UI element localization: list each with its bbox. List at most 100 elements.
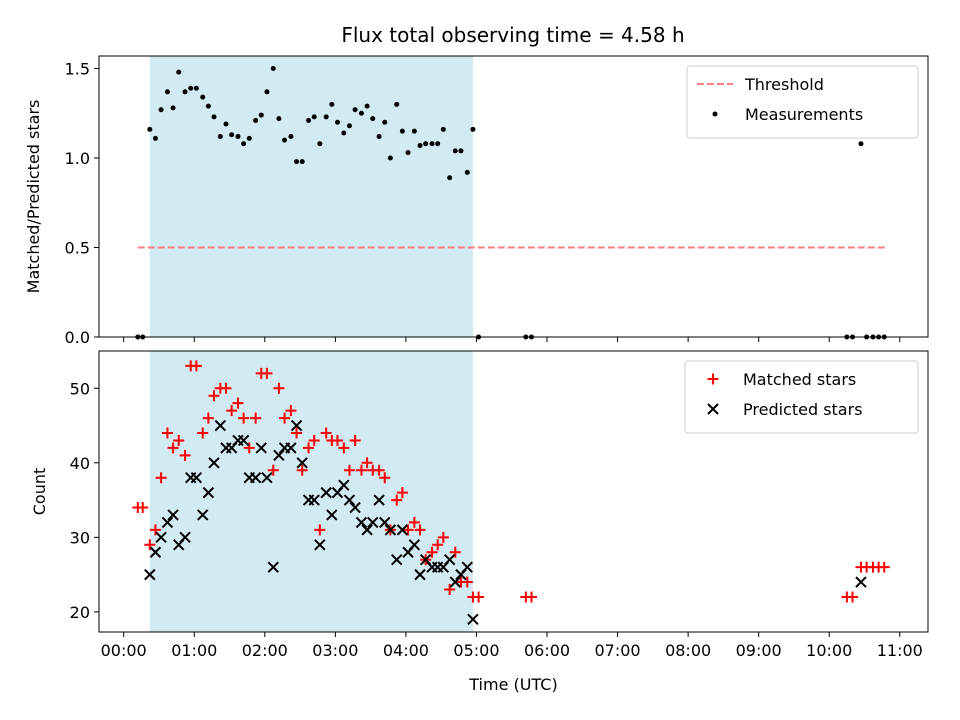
y-axis-label: Matched/Predicted stars — [24, 100, 43, 294]
data-point — [303, 442, 315, 454]
y-tick-label: 1.0 — [65, 149, 90, 168]
legend-label: Threshold — [744, 75, 824, 94]
data-point — [399, 128, 405, 134]
data-point — [411, 128, 417, 134]
data-point — [308, 434, 320, 446]
data-point — [176, 69, 182, 75]
data-point — [443, 553, 456, 566]
data-point — [320, 486, 332, 499]
data-point — [173, 434, 185, 446]
legend: Matched stars Predicted stars — [684, 360, 919, 434]
data-point — [346, 123, 352, 129]
data-point — [470, 126, 476, 132]
y-axis-label: Count — [30, 468, 49, 516]
data-point — [208, 457, 220, 469]
data-point — [444, 584, 456, 596]
y-tick-label: 0.0 — [65, 328, 90, 347]
legend: Threshold Measurements — [686, 65, 919, 139]
data-point — [255, 442, 267, 454]
data-point — [405, 150, 411, 156]
data-point — [341, 130, 347, 136]
data-point — [394, 101, 400, 107]
data-point — [188, 85, 194, 91]
data-point — [370, 116, 376, 122]
data-point — [349, 501, 361, 514]
data-point — [447, 175, 453, 181]
data-point — [190, 360, 202, 372]
data-point — [264, 89, 270, 95]
data-point — [373, 494, 385, 506]
data-point — [167, 509, 179, 521]
data-point — [190, 472, 203, 484]
observing-span-shade — [149, 56, 473, 337]
data-point — [440, 126, 446, 132]
data-point — [449, 576, 462, 588]
data-point — [220, 382, 232, 394]
y-tick-label: 30 — [70, 528, 90, 547]
data-point — [396, 524, 409, 536]
data-point — [202, 412, 214, 424]
data-point — [202, 486, 215, 499]
data-point — [285, 442, 297, 454]
data-point — [285, 405, 297, 417]
data-point — [279, 412, 291, 424]
data-point — [382, 119, 388, 125]
data-point — [291, 427, 303, 439]
data-point — [467, 613, 479, 626]
data-point — [355, 464, 367, 476]
data-point — [452, 148, 458, 154]
data-point — [367, 516, 379, 529]
data-point — [426, 546, 438, 558]
x-tick-label: 04:00 — [383, 641, 429, 660]
data-point — [338, 442, 350, 454]
data-point — [229, 132, 235, 138]
data-point — [525, 591, 537, 603]
data-point — [182, 89, 188, 95]
x-tick-label: 08:00 — [665, 641, 711, 660]
ratio-panel: 0.0 0.5 1.0 1.5 Matched/Predicted stars Thres… — [24, 55, 929, 347]
x-tick-label: 06:00 — [524, 641, 570, 660]
y-tick-label: 40 — [70, 454, 90, 473]
data-point — [379, 472, 391, 484]
x-tick-label: 02:00 — [242, 641, 288, 660]
data-point — [200, 94, 206, 100]
data-point — [296, 464, 308, 476]
data-point — [296, 457, 308, 469]
data-point — [317, 141, 323, 147]
data-point — [379, 516, 391, 529]
data-point — [878, 561, 890, 573]
data-point — [152, 135, 158, 141]
series-matched-stars — [132, 360, 890, 603]
data-point — [414, 568, 426, 581]
x-tick-label: 10:00 — [806, 641, 852, 660]
data-point — [461, 576, 473, 588]
data-point — [306, 117, 312, 123]
data-point — [179, 531, 191, 544]
data-point — [343, 464, 355, 476]
data-point — [273, 449, 285, 462]
data-point — [458, 148, 464, 154]
data-point — [137, 502, 149, 514]
data-point — [193, 85, 199, 91]
x-tick-label: 00:00 — [101, 641, 147, 660]
data-point — [144, 568, 156, 581]
legend-label: Matched stars — [743, 370, 856, 389]
data-point — [338, 479, 350, 491]
data-point — [267, 561, 279, 573]
data-point — [855, 576, 867, 588]
data-point — [282, 137, 288, 143]
data-point — [329, 101, 335, 107]
data-point — [270, 66, 276, 72]
data-point — [847, 591, 859, 603]
data-point — [308, 494, 320, 506]
legend-marker — [707, 403, 719, 415]
data-point — [167, 442, 179, 454]
data-point — [435, 141, 441, 147]
data-point — [170, 105, 176, 111]
data-point — [384, 524, 397, 536]
data-point — [391, 553, 403, 566]
data-point — [326, 509, 338, 521]
data-point — [243, 442, 255, 454]
data-point — [147, 126, 153, 132]
